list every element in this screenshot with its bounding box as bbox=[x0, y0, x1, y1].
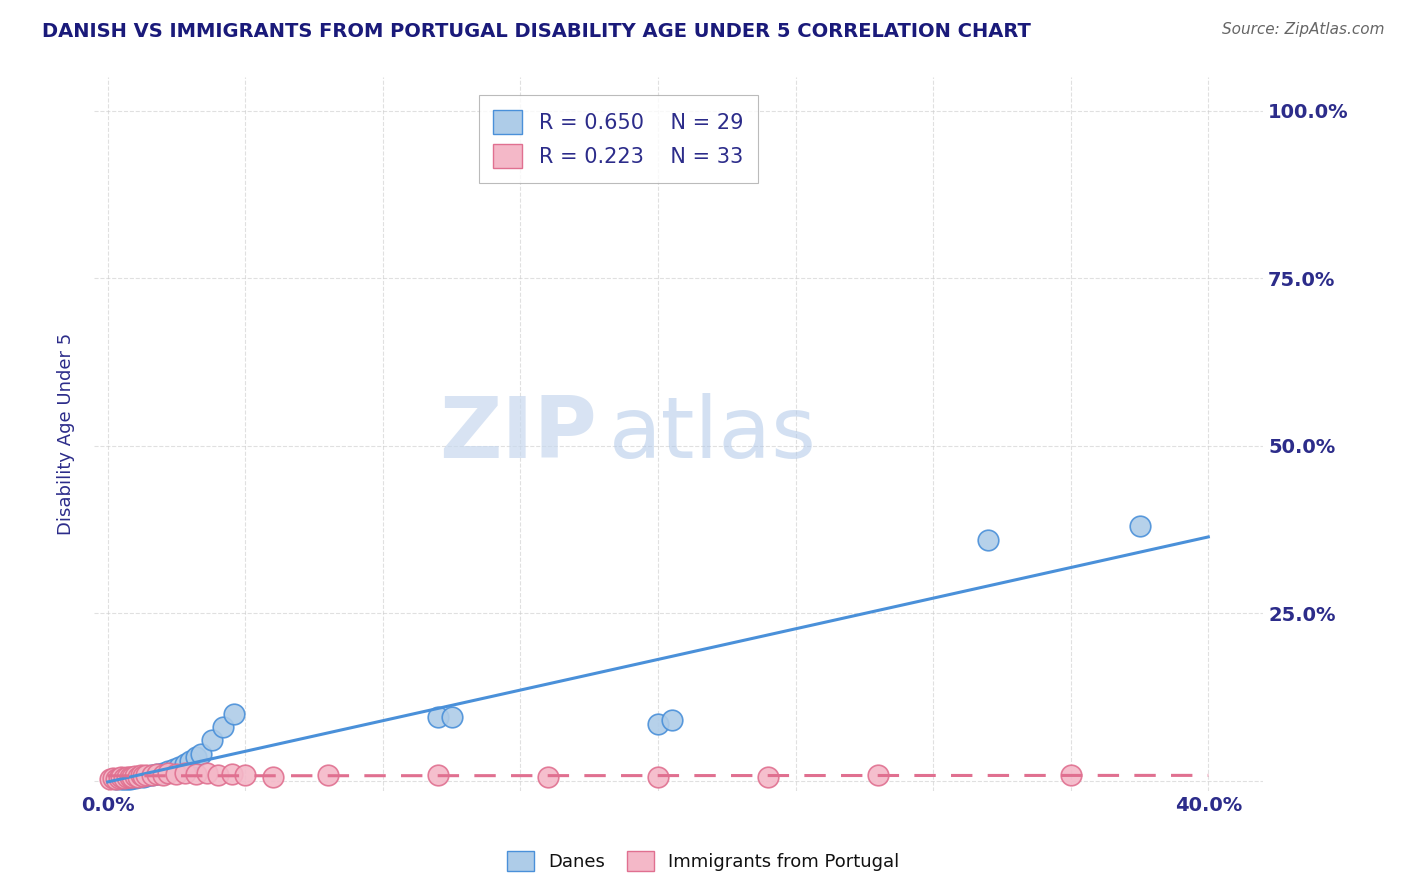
Point bbox=[212, 720, 235, 734]
Text: ZIP: ZIP bbox=[439, 392, 596, 475]
Point bbox=[184, 750, 207, 764]
Point bbox=[426, 710, 449, 724]
Point bbox=[115, 770, 138, 784]
Point bbox=[115, 772, 138, 786]
Point bbox=[112, 771, 135, 785]
Point bbox=[118, 770, 141, 784]
Point bbox=[195, 765, 218, 780]
Point bbox=[127, 770, 149, 784]
Point bbox=[104, 772, 127, 787]
Point bbox=[647, 716, 669, 731]
Point bbox=[221, 767, 243, 781]
Point bbox=[179, 754, 201, 768]
Point bbox=[121, 770, 143, 784]
Point bbox=[316, 768, 339, 782]
Point bbox=[141, 768, 163, 782]
Point bbox=[756, 770, 779, 784]
Point bbox=[146, 767, 169, 781]
Point bbox=[440, 710, 463, 724]
Point bbox=[110, 772, 132, 787]
Point bbox=[121, 771, 143, 785]
Point bbox=[1060, 768, 1083, 782]
Point bbox=[135, 769, 157, 783]
Point bbox=[157, 765, 180, 780]
Point bbox=[129, 768, 152, 782]
Point bbox=[647, 770, 669, 784]
Point bbox=[163, 762, 186, 776]
Point bbox=[132, 769, 155, 783]
Point bbox=[207, 768, 229, 782]
Point bbox=[157, 764, 180, 778]
Point bbox=[661, 714, 683, 728]
Point bbox=[141, 768, 163, 782]
Point bbox=[537, 770, 560, 784]
Text: Source: ZipAtlas.com: Source: ZipAtlas.com bbox=[1222, 22, 1385, 37]
Point bbox=[118, 772, 141, 786]
Point bbox=[166, 767, 188, 781]
Point bbox=[868, 768, 890, 782]
Legend: R = 0.650    N = 29, R = 0.223    N = 33: R = 0.650 N = 29, R = 0.223 N = 33 bbox=[478, 95, 758, 183]
Point bbox=[110, 770, 132, 784]
Point bbox=[124, 771, 146, 785]
Y-axis label: Disability Age Under 5: Disability Age Under 5 bbox=[58, 333, 75, 535]
Point bbox=[224, 706, 246, 721]
Point bbox=[233, 768, 256, 782]
Text: atlas: atlas bbox=[609, 392, 817, 475]
Point bbox=[426, 768, 449, 782]
Text: DANISH VS IMMIGRANTS FROM PORTUGAL DISABILITY AGE UNDER 5 CORRELATION CHART: DANISH VS IMMIGRANTS FROM PORTUGAL DISAB… bbox=[42, 22, 1031, 41]
Point bbox=[201, 733, 224, 747]
Point bbox=[977, 533, 1000, 547]
Point bbox=[173, 756, 195, 771]
Point bbox=[184, 767, 207, 781]
Point bbox=[100, 772, 122, 786]
Legend: Danes, Immigrants from Portugal: Danes, Immigrants from Portugal bbox=[499, 844, 907, 879]
Point bbox=[112, 772, 135, 786]
Point bbox=[190, 747, 212, 761]
Point bbox=[103, 771, 125, 785]
Point bbox=[152, 767, 174, 781]
Point bbox=[152, 765, 174, 780]
Point bbox=[135, 767, 157, 781]
Point bbox=[107, 771, 129, 785]
Point bbox=[262, 770, 284, 784]
Point bbox=[167, 760, 190, 774]
Point bbox=[1128, 519, 1150, 533]
Point bbox=[173, 765, 195, 780]
Point bbox=[127, 770, 149, 784]
Point bbox=[132, 770, 155, 784]
Point bbox=[104, 772, 127, 786]
Point bbox=[124, 769, 146, 783]
Point bbox=[146, 767, 169, 781]
